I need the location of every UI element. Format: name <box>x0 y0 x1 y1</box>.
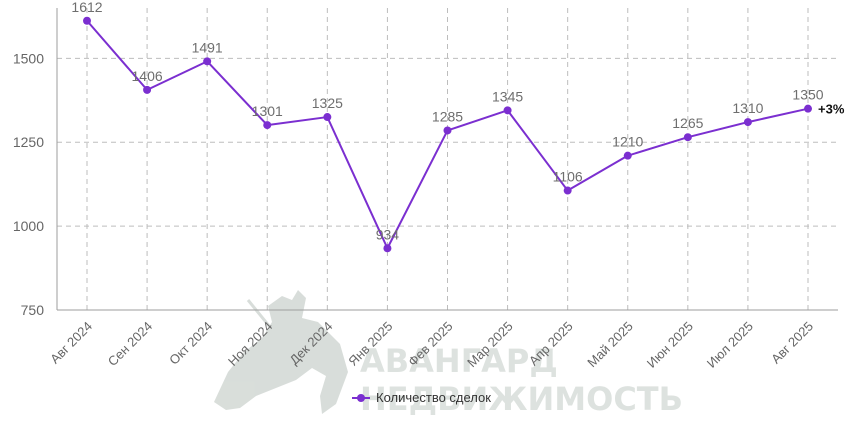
legend[interactable]: Количество сделок <box>352 390 491 405</box>
data-point <box>503 106 512 115</box>
watermark-line1: АВАНГАРД <box>360 342 558 380</box>
watermark-spear <box>246 299 302 365</box>
data-label: 1265 <box>672 115 703 131</box>
watermark-horse-logo <box>214 290 348 414</box>
legend-dot-marker <box>357 394 365 402</box>
data-point <box>743 118 752 127</box>
data-point <box>443 126 452 135</box>
data-label: 1106 <box>553 169 583 185</box>
x-tick-label: Окт 2024 <box>166 319 215 368</box>
data-labels: 1612 1406 1491 1301 1325 934 1285 1345 1106 1210 1… <box>71 0 823 242</box>
series-deals <box>83 16 812 253</box>
data-label: 1310 <box>732 100 763 116</box>
x-tick-label: Июн 2025 <box>644 319 696 371</box>
x-tick-label: Июл 2025 <box>704 319 756 371</box>
x-tick-label: Авг 2024 <box>47 319 95 367</box>
data-point <box>683 133 692 142</box>
y-tick-label: 1500 <box>13 50 44 66</box>
x-tick-label: Авг 2025 <box>768 319 816 367</box>
y-tick-label: 1250 <box>13 134 44 150</box>
data-point <box>563 186 572 195</box>
data-point <box>804 104 812 113</box>
y-tick-label: 1000 <box>13 218 44 234</box>
data-point <box>83 16 91 25</box>
data-label: 1612 <box>71 0 102 15</box>
data-label: 1350 <box>792 87 823 103</box>
data-label: 934 <box>376 226 400 242</box>
y-tick-label: 750 <box>21 302 45 318</box>
grid <box>57 8 838 310</box>
watermark: АВАНГАРД НЕДВИЖИМОСТЬ <box>214 290 683 418</box>
data-label: 1406 <box>132 68 163 84</box>
data-point <box>143 85 152 94</box>
x-tick-label: Май 2025 <box>584 319 636 371</box>
data-label: 1345 <box>492 88 523 104</box>
data-label: 1325 <box>312 95 343 111</box>
change-annotation: +3% <box>818 102 845 117</box>
data-point <box>263 121 272 130</box>
data-point <box>383 244 392 253</box>
axes <box>56 8 838 311</box>
data-label: 1210 <box>612 134 643 150</box>
y-axis-ticks: 750 1000 1250 1500 <box>13 50 44 318</box>
data-point <box>323 113 332 122</box>
data-label: 1491 <box>192 39 223 55</box>
data-label: 1301 <box>252 103 283 119</box>
x-tick-label: Сен 2024 <box>105 319 155 369</box>
data-point <box>203 57 212 66</box>
legend-label: Количество сделок <box>376 390 491 405</box>
data-label: 1285 <box>432 108 463 124</box>
data-point <box>623 151 632 160</box>
watermark-line2: НЕДВИЖИМОСТЬ <box>360 380 683 418</box>
